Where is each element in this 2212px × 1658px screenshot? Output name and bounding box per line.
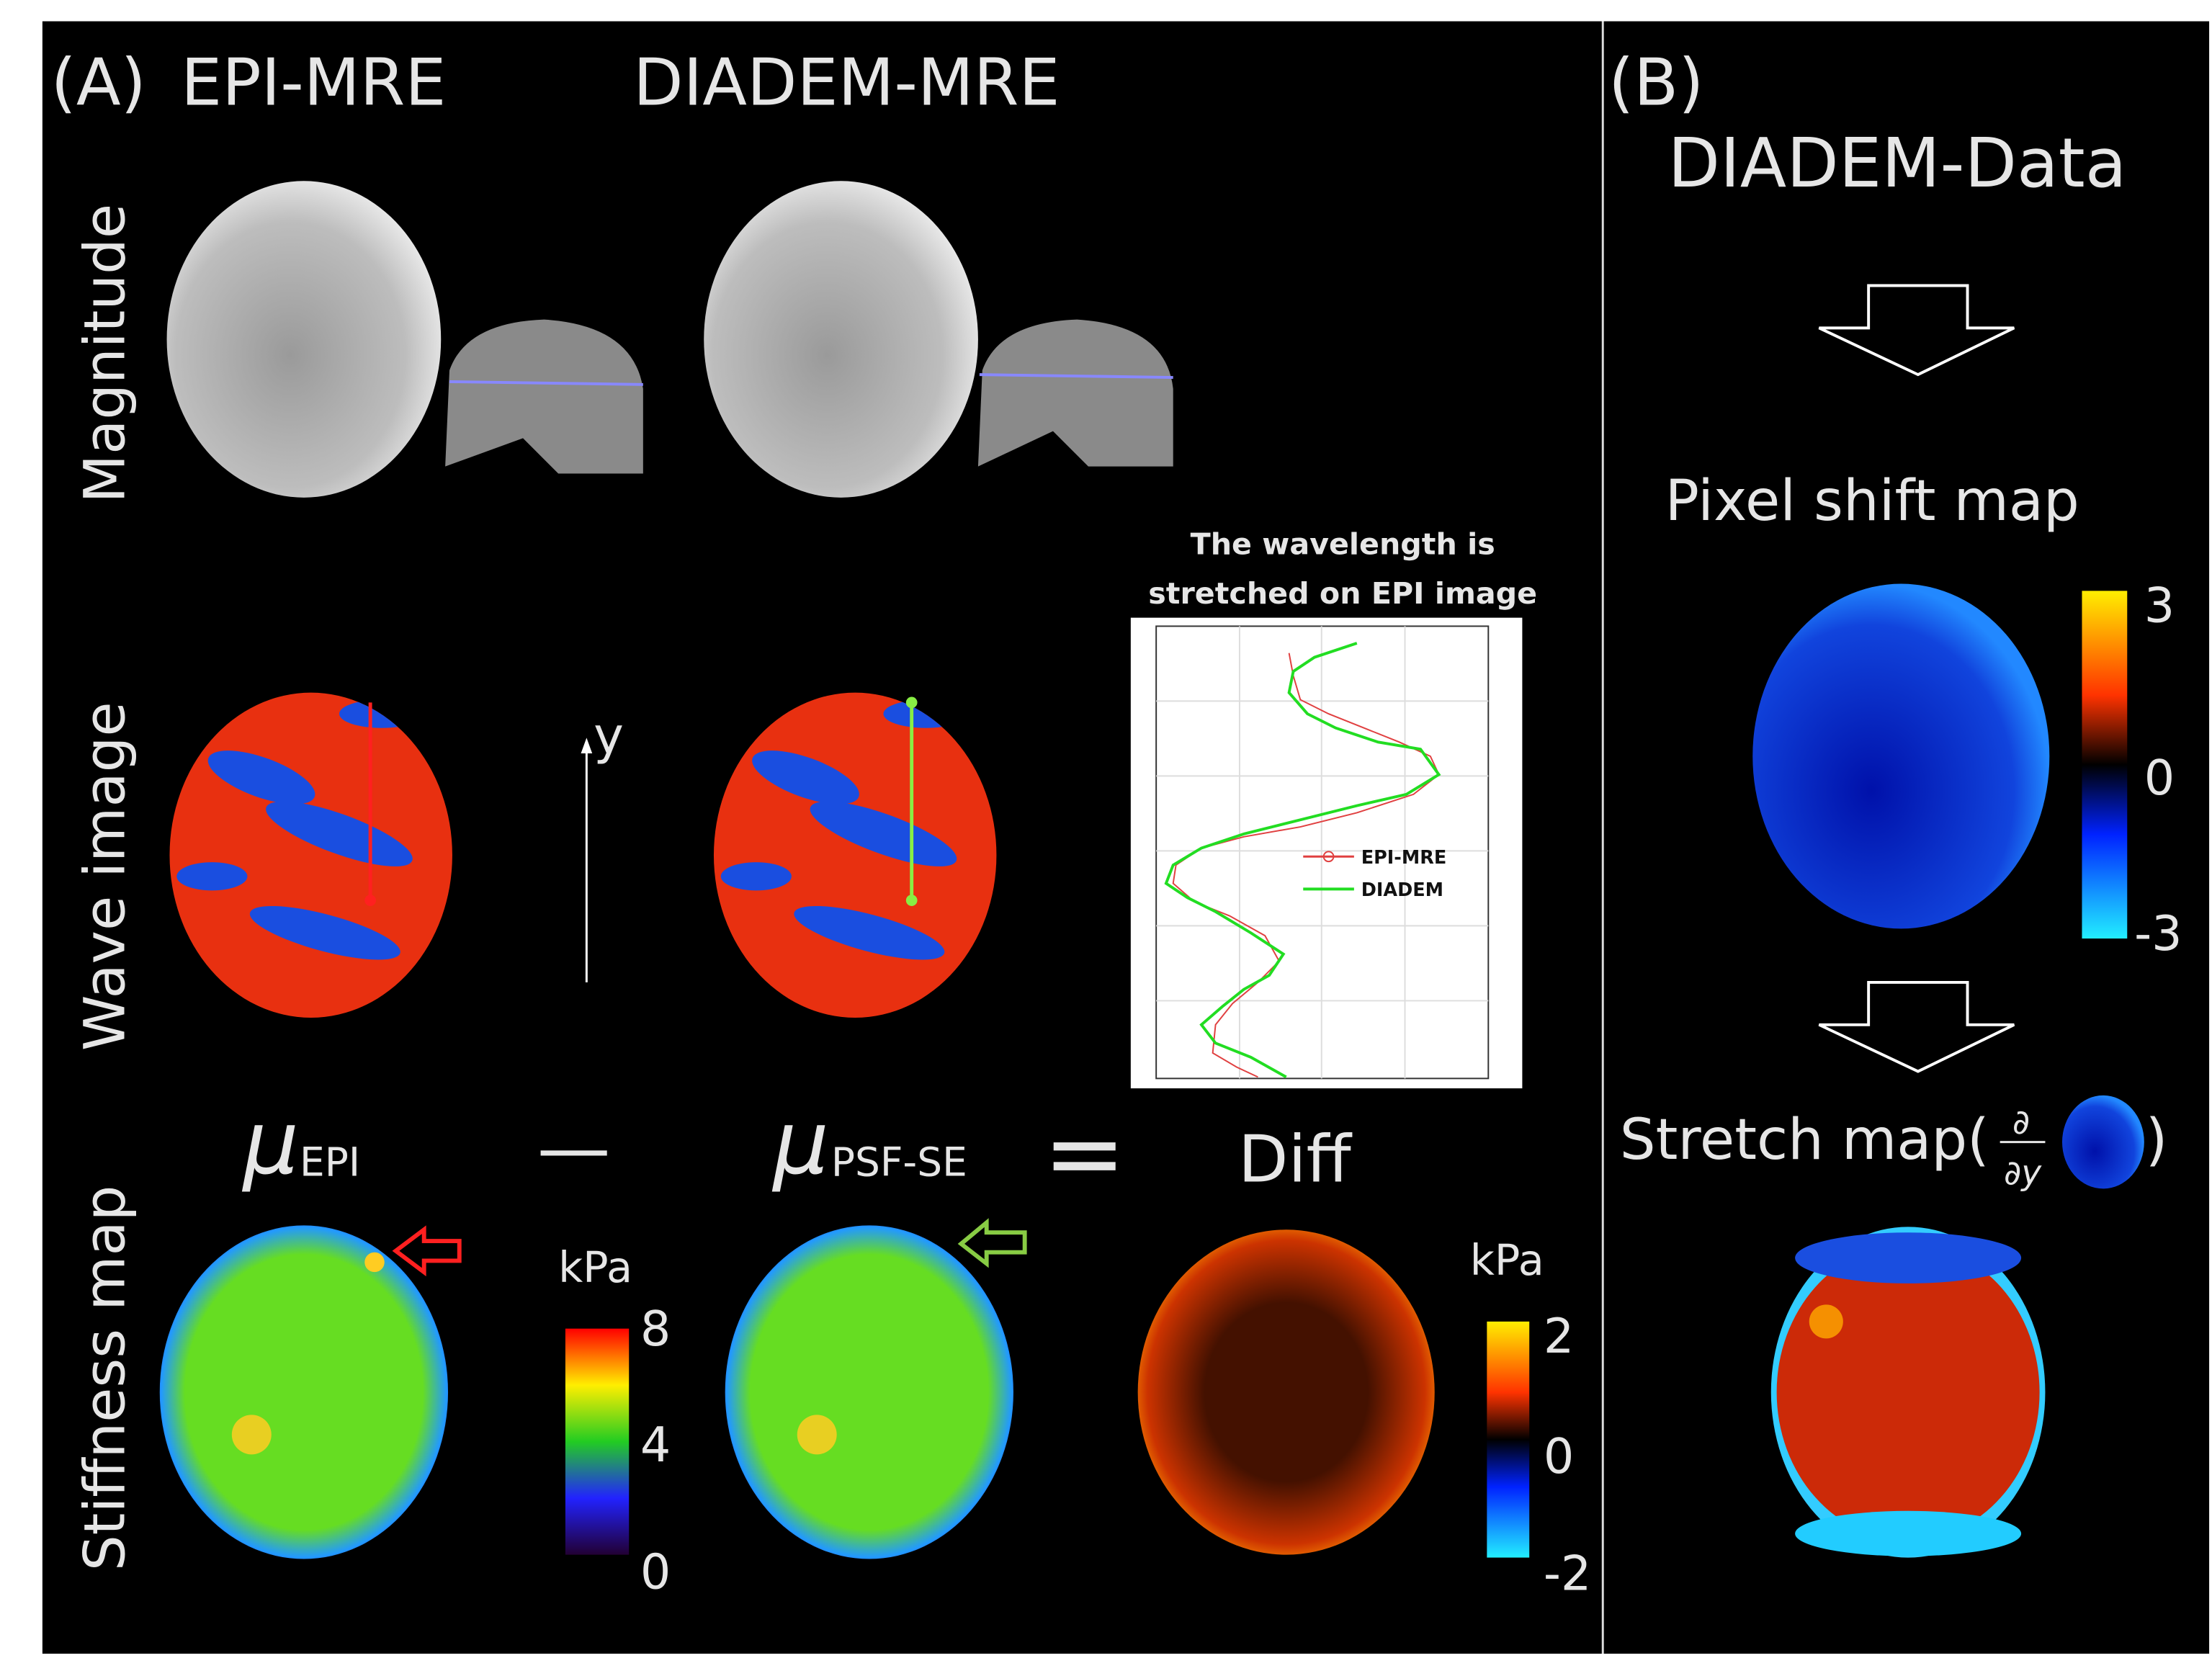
stiffness-maps [159, 1218, 1435, 1559]
subscript: EPI [300, 1139, 360, 1186]
step-title: Stretch map( [1620, 1106, 1989, 1173]
colorbar-tick: -2 [1544, 1546, 1592, 1602]
stretch-map [1770, 1227, 2046, 1558]
flow-arrow [1818, 980, 2015, 1073]
y-arrow-head [581, 738, 593, 754]
colorbar [2082, 591, 2128, 939]
colorbar [565, 1328, 630, 1555]
row-title: Wave image [72, 702, 138, 1051]
legend-label: EPI-MRE [1361, 847, 1447, 869]
colorbar-tick: 4 [640, 1417, 671, 1473]
panel-label: (B) [1608, 45, 1703, 120]
column-title: EPI-MRE [181, 45, 446, 120]
colorbar [1487, 1321, 1530, 1558]
colorbar-tick: -3 [2134, 905, 2182, 962]
colorbar-tick: 0 [640, 1544, 671, 1600]
symbol: μ [771, 1092, 828, 1194]
colorbar-tick: 2 [1544, 1308, 1574, 1364]
colorbar-tick: 8 [640, 1301, 671, 1357]
fraction-denominator: ∂y [2004, 1154, 2042, 1193]
magnitude-images [166, 181, 1173, 498]
plot-title: stretched on EPI image [1148, 576, 1537, 611]
operator: — [537, 1106, 611, 1191]
shift-map-thumbnail [2061, 1095, 2144, 1189]
column-title: DIADEM-MRE [633, 45, 1060, 120]
step-title: ) [2146, 1106, 2168, 1173]
step-title: DIADEM-Data [1668, 125, 2127, 203]
panel-label: (A) [51, 45, 146, 120]
operator: = [1043, 1095, 1126, 1211]
plot-title: The wavelength is [1191, 526, 1495, 561]
profile-plot: EPI-MRE DIADEM [1130, 617, 1523, 1089]
colorbar-tick: 3 [2144, 578, 2175, 634]
colorbar-tick: 0 [1544, 1428, 1574, 1484]
colorbar-tick: 0 [2144, 750, 2175, 806]
row-title: Magnitude [72, 204, 138, 503]
step-title: Pixel shift map [1665, 467, 2079, 534]
result-label: Diff [1238, 1122, 1353, 1198]
legend-label: DIADEM [1361, 879, 1443, 901]
colorbar-unit: kPa [558, 1242, 632, 1292]
wave-images [169, 692, 997, 1018]
colorbar-unit: kPa [1470, 1235, 1544, 1285]
subscript: PSF-SE [831, 1139, 967, 1186]
row-title: Stiffness map [72, 1186, 138, 1572]
fraction-numerator: ∂ [2012, 1103, 2030, 1142]
flow-arrow [1818, 284, 2015, 377]
axis-label: y [594, 706, 624, 766]
symbol: μ [242, 1092, 299, 1194]
shift-map [1752, 583, 2050, 929]
